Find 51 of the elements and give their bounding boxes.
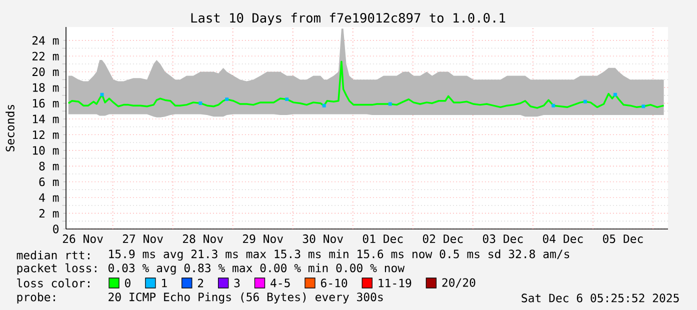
point	[285, 98, 289, 102]
y-tick-label: 10 m	[33, 146, 59, 155]
legend-label: 4-5	[270, 278, 290, 288]
point	[642, 104, 646, 108]
y-tick-label: 16 m	[33, 98, 59, 108]
x-tick-label: 05 Dec	[603, 234, 643, 244]
x-tick-label: 30 Nov	[302, 234, 344, 244]
legend-label: 1	[162, 278, 167, 288]
x-tick-label: 28 Nov	[182, 234, 223, 244]
x-tick-label: 04 Dec	[543, 234, 583, 244]
y-tick-label: 0	[53, 224, 58, 234]
point	[613, 92, 617, 96]
y-axis-title: Seconds	[6, 104, 14, 152]
legend-label: 2	[198, 278, 204, 288]
text: Sat Dec 6 05:25:52 2025	[522, 294, 679, 302]
y-tick-label: 24 m	[32, 36, 59, 45]
point	[583, 100, 587, 104]
x-tick-label: 27 Nov	[122, 234, 163, 244]
text: median rtt:	[16, 250, 90, 260]
x-tick-label: 26 Nov	[62, 234, 103, 244]
y-tick-label: 14 m	[33, 114, 59, 124]
text: 15.9 ms avg 21.3 ms max 15.3 ms min 15.6 ms now 0.5 ms sd 32.8 am/s	[109, 249, 570, 261]
x-tick-label: 02 Dec	[422, 234, 463, 244]
legend-label: 3	[234, 278, 240, 288]
text: probe:	[17, 292, 55, 304]
x-tick-label: 29 Nov	[243, 234, 283, 244]
legend-label: 20/20	[442, 278, 476, 288]
text: 20 ICMP Echo Pings (56 Bytes) every 300s	[108, 292, 383, 304]
legend-label: 11-19	[378, 278, 412, 288]
y-tick-label: 4 m	[39, 193, 59, 202]
y-tick-label: 22 m	[32, 52, 59, 60]
x-tick-label: 01 Dec	[362, 234, 403, 244]
y-tick-label: 18 m	[33, 83, 59, 92]
legend-label: 6-10	[321, 278, 348, 288]
text: 0.03 % avg 0.83 % max 0.00 % min 0.00 % now	[108, 263, 405, 275]
y-tick-label: 20 m	[32, 67, 59, 76]
y-tick-label: 8 m	[39, 162, 59, 170]
point	[198, 101, 202, 105]
y-tick-label: 12 m	[33, 130, 59, 139]
text: packet loss:	[17, 263, 96, 275]
point	[388, 102, 392, 106]
chart-title: Last 10 Days from f7e19012c897 to 1.0.0.1	[191, 12, 506, 26]
x-tick-label: 03 Dec	[482, 234, 523, 244]
y-tick-label: 2 m	[39, 209, 59, 218]
point	[225, 98, 229, 102]
point	[552, 104, 556, 108]
legend-label: 0	[125, 278, 130, 288]
point	[322, 104, 326, 108]
legend-title: loss color:	[17, 278, 90, 288]
point	[100, 92, 104, 96]
y-tick-label: 6 m	[39, 177, 59, 186]
